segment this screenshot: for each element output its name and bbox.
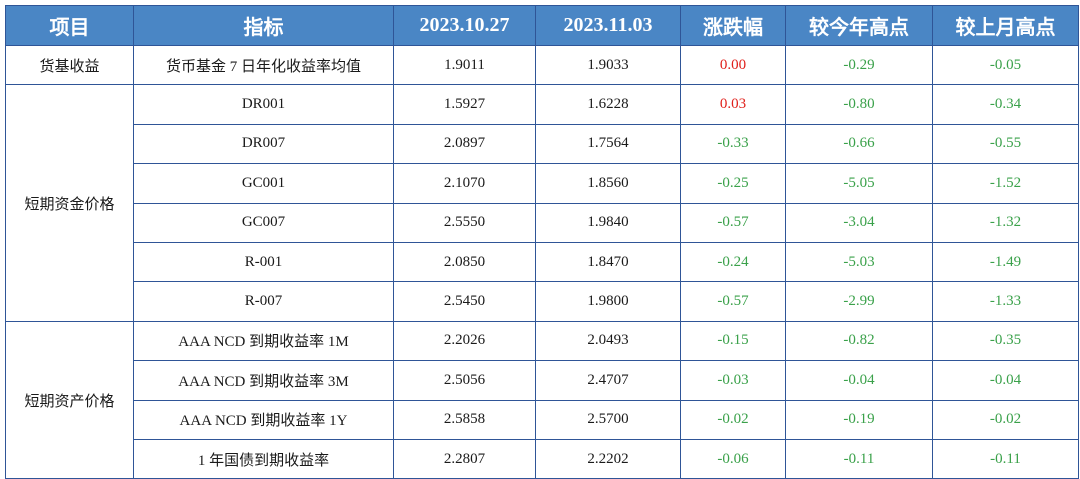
date2-value-cell: 1.7564 — [535, 123, 681, 165]
date1-value-cell: 2.0850 — [393, 241, 536, 283]
date2-value-cell: 2.5700 — [535, 399, 681, 440]
change-cell: 0.03 — [680, 84, 786, 125]
indicator-cell: 货币基金 7 日年化收益率均值 — [133, 44, 394, 86]
date1-value-cell: 2.2026 — [393, 320, 536, 362]
vs-year-high-cell: -5.03 — [785, 241, 933, 283]
date1-value-cell: 2.0897 — [393, 123, 536, 165]
change-cell: -0.57 — [680, 202, 786, 243]
table-header: 项目 指标 2023.10.27 2023.11.03 涨跌幅 较今年高点 较上… — [5, 5, 1079, 46]
vs-year-high-cell: -2.99 — [785, 281, 933, 322]
date2-value-cell: 1.8560 — [535, 163, 681, 204]
category-cell: 货基收益 — [5, 44, 134, 86]
table-row: DR007 2.0897 1.7564 -0.33 -0.66 -0.55 — [6, 123, 1079, 165]
vs-year-high-cell: -0.29 — [785, 44, 933, 86]
date1-value-cell: 2.5858 — [393, 399, 536, 440]
date2-value-cell: 1.9033 — [535, 44, 681, 86]
category-cell: 短期资产价格 — [5, 320, 134, 479]
indicator-cell: AAA NCD 到期收益率 1M — [133, 320, 394, 362]
date2-value-cell: 2.4707 — [535, 360, 681, 401]
vs-year-high-cell: -3.04 — [785, 202, 933, 243]
header-change: 涨跌幅 — [680, 5, 786, 46]
table-row: GC001 2.1070 1.8560 -0.25 -5.05 -1.52 — [6, 163, 1079, 204]
rates-table: 项目 指标 2023.10.27 2023.11.03 涨跌幅 较今年高点 较上… — [5, 5, 1079, 479]
table-row: R-001 2.0850 1.8470 -0.24 -5.03 -1.49 — [6, 241, 1079, 283]
header-row: 项目 指标 2023.10.27 2023.11.03 涨跌幅 较今年高点 较上… — [5, 5, 1079, 46]
date1-value-cell: 2.2807 — [393, 438, 536, 479]
indicator-cell: GC001 — [133, 163, 394, 204]
change-cell: -0.15 — [680, 320, 786, 362]
change-cell: -0.03 — [680, 360, 786, 401]
change-cell: -0.24 — [680, 241, 786, 283]
vs-month-high-cell: -0.55 — [932, 123, 1079, 165]
vs-month-high-cell: -0.35 — [932, 320, 1079, 362]
vs-year-high-cell: -0.66 — [785, 123, 933, 165]
vs-month-high-cell: -0.11 — [932, 438, 1079, 479]
vs-year-high-cell: -5.05 — [785, 163, 933, 204]
date2-value-cell: 2.2202 — [535, 438, 681, 479]
indicator-cell: AAA NCD 到期收益率 1Y — [133, 399, 394, 440]
header-item: 项目 — [5, 5, 134, 46]
date1-value-cell: 1.9011 — [393, 44, 536, 86]
indicator-cell: 1 年国债到期收益率 — [133, 438, 394, 479]
indicator-cell: DR007 — [133, 123, 394, 165]
indicator-cell: DR001 — [133, 84, 394, 125]
header-vs-month-high: 较上月高点 — [932, 5, 1079, 46]
table-row: AAA NCD 到期收益率 3M 2.5056 2.4707 -0.03 -0.04 -0… — [6, 360, 1079, 401]
table-body: 货基收益 货币基金 7 日年化收益率均值 1.9011 1.9033 0.00 -0.29… — [5, 44, 1079, 479]
table-row: R-007 2.5450 1.9800 -0.57 -2.99 -1.33 — [6, 281, 1079, 322]
vs-month-high-cell: -1.33 — [932, 281, 1079, 322]
indicator-cell: R-007 — [133, 281, 394, 322]
vs-month-high-cell: -1.32 — [932, 202, 1079, 243]
indicator-cell: R-001 — [133, 241, 394, 283]
date2-value-cell: 1.9840 — [535, 202, 681, 243]
table-row: 货基收益 货币基金 7 日年化收益率均值 1.9011 1.9033 0.00 -0.29… — [5, 44, 1079, 86]
table-row: AAA NCD 到期收益率 1Y 2.5858 2.5700 -0.02 -0.19 -0… — [6, 399, 1079, 440]
table-row: GC007 2.5550 1.9840 -0.57 -3.04 -1.32 — [6, 202, 1079, 243]
vs-year-high-cell: -0.80 — [785, 84, 933, 125]
change-cell: -0.02 — [680, 399, 786, 440]
vs-year-high-cell: -0.82 — [785, 320, 933, 362]
date2-value-cell: 1.6228 — [535, 84, 681, 125]
change-cell: -0.25 — [680, 163, 786, 204]
vs-month-high-cell: -0.34 — [932, 84, 1079, 125]
date1-value-cell: 2.1070 — [393, 163, 536, 204]
change-cell: -0.57 — [680, 281, 786, 322]
header-indicator: 指标 — [133, 5, 394, 46]
vs-year-high-cell: -0.19 — [785, 399, 933, 440]
change-cell: 0.00 — [680, 44, 786, 86]
change-cell: -0.33 — [680, 123, 786, 165]
date2-value-cell: 1.9800 — [535, 281, 681, 322]
vs-year-high-cell: -0.04 — [785, 360, 933, 401]
indicator-cell: GC007 — [133, 202, 394, 243]
date2-value-cell: 1.8470 — [535, 241, 681, 283]
header-date-1: 2023.10.27 — [393, 5, 536, 46]
date1-value-cell: 2.5550 — [393, 202, 536, 243]
header-vs-year-high: 较今年高点 — [785, 5, 933, 46]
table-row: 1 年国债到期收益率 2.2807 2.2202 -0.06 -0.11 -0.11 — [6, 438, 1079, 479]
category-cell: 短期资金价格 — [5, 84, 134, 322]
date1-value-cell: 1.5927 — [393, 84, 536, 125]
indicator-cell: AAA NCD 到期收益率 3M — [133, 360, 394, 401]
vs-month-high-cell: -1.52 — [932, 163, 1079, 204]
date1-value-cell: 2.5056 — [393, 360, 536, 401]
date2-value-cell: 2.0493 — [535, 320, 681, 362]
vs-month-high-cell: -0.02 — [932, 399, 1079, 440]
vs-year-high-cell: -0.11 — [785, 438, 933, 479]
header-date-2: 2023.11.03 — [535, 5, 681, 46]
vs-month-high-cell: -1.49 — [932, 241, 1079, 283]
table-row: 短期资产价格 AAA NCD 到期收益率 1M 2.2026 2.0493 -0.15-… — [5, 320, 1079, 479]
vs-month-high-cell: -0.05 — [932, 44, 1079, 86]
vs-month-high-cell: -0.04 — [932, 360, 1079, 401]
table-row: 短期资金价格 DR001 1.5927 1.6228 0.03 -0.80 -0.34 — [5, 84, 1079, 322]
date1-value-cell: 2.5450 — [393, 281, 536, 322]
change-cell: -0.06 — [680, 438, 786, 479]
